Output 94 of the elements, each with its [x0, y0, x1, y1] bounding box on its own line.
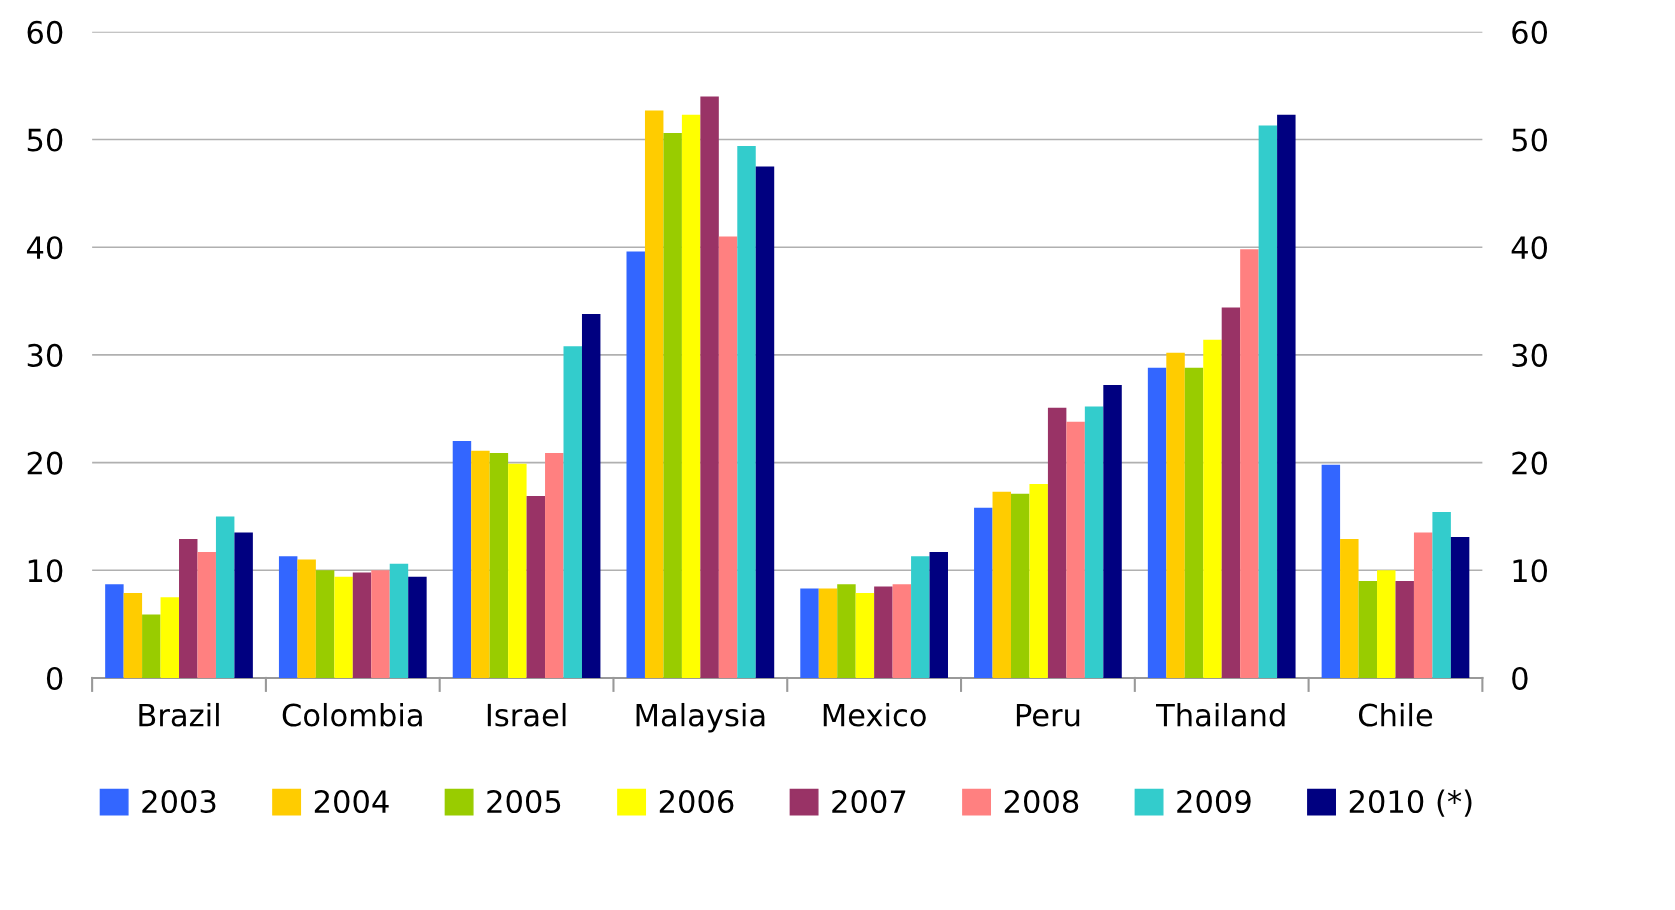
- bar: [408, 576, 427, 678]
- y2-tick-label: 60: [1512, 20, 1548, 44]
- bar: [563, 346, 582, 678]
- y2-tick-label: 0: [1512, 666, 1528, 690]
- bar: [663, 133, 682, 678]
- bar: [700, 96, 719, 678]
- bar: [545, 452, 564, 678]
- x-tick-label: Chile: [1358, 702, 1433, 727]
- bar: [334, 576, 353, 678]
- bar: [855, 592, 875, 678]
- legend-label: 2005: [487, 789, 561, 814]
- y-tick-label: 30: [27, 343, 63, 367]
- y2-tick-label: 50: [1512, 128, 1548, 152]
- bar: [1066, 421, 1085, 678]
- bar: [755, 166, 775, 678]
- bar: [526, 495, 546, 678]
- bar: [1258, 125, 1278, 678]
- x-tick-label: Thailand: [1156, 702, 1285, 727]
- bar: [1221, 307, 1241, 678]
- x-tick-label: Peru: [1016, 703, 1080, 727]
- bar: [874, 586, 893, 678]
- y2-tick-label: 40: [1511, 236, 1548, 260]
- bar: [1240, 249, 1259, 678]
- bar: [626, 251, 645, 678]
- bar: [644, 110, 664, 678]
- y-tick-label: 10: [28, 559, 63, 583]
- y-tick-label: 20: [27, 451, 63, 475]
- x-tick-label: Malaysia: [636, 702, 765, 733]
- y-tick-label: 40: [26, 236, 63, 260]
- y-tick-label: 0: [46, 666, 63, 690]
- bar: [1029, 484, 1048, 678]
- bar: [818, 588, 838, 678]
- bar: [1413, 532, 1433, 678]
- bar: [1377, 570, 1396, 678]
- bar: [215, 516, 235, 678]
- bar: [371, 570, 390, 678]
- bar: [1184, 367, 1204, 678]
- legend-label: 2003: [142, 789, 216, 814]
- bar: [837, 584, 856, 678]
- bar: [471, 450, 490, 678]
- x-tick-label: Mexico: [823, 702, 926, 727]
- y-tick-label: 60: [27, 20, 63, 44]
- bar: [1203, 339, 1222, 678]
- x-tick-label: Israel: [487, 702, 566, 727]
- y2-tick-label: 10: [1513, 559, 1548, 583]
- bar: [489, 452, 509, 678]
- y2-tick-label: 30: [1512, 343, 1548, 367]
- bar: [352, 572, 372, 678]
- bar: [1340, 539, 1359, 678]
- bar: [1321, 464, 1341, 678]
- legend-label: 2006: [659, 789, 734, 814]
- bar: [1166, 352, 1185, 678]
- bar: [911, 556, 930, 678]
- y2-tick-label: 20: [1512, 451, 1548, 475]
- bar: [1103, 385, 1122, 678]
- bar: [105, 584, 124, 678]
- bar: [992, 491, 1011, 678]
- bar: [800, 588, 819, 678]
- bar: [929, 551, 948, 678]
- bar: [681, 114, 701, 678]
- bar: [892, 584, 912, 678]
- bar: [1047, 407, 1067, 678]
- bar: [508, 463, 527, 678]
- bar: [1358, 581, 1378, 678]
- bar: [974, 507, 993, 678]
- bar: [581, 313, 601, 678]
- bar: [737, 145, 756, 678]
- bar: [160, 597, 180, 678]
- bar: [278, 556, 298, 678]
- x-tick-label: Colombia: [282, 702, 422, 727]
- bar: [1277, 114, 1296, 678]
- bar: [1395, 581, 1414, 678]
- bar: [1450, 536, 1470, 678]
- bar: [1084, 406, 1104, 678]
- bar: [297, 559, 316, 678]
- bar: [389, 563, 409, 678]
- legend-label: 2008: [1004, 789, 1079, 814]
- legend-label: 2004: [314, 789, 389, 814]
- bar: [123, 592, 143, 678]
- bar: [197, 551, 216, 678]
- y-tick-label: 50: [27, 128, 63, 152]
- bar: [234, 532, 253, 678]
- bar: [1432, 512, 1451, 678]
- bar: [1147, 367, 1167, 678]
- bar: [1010, 493, 1030, 678]
- bar: [179, 539, 198, 678]
- legend-label: 2010 (*): [1349, 789, 1472, 817]
- legend-label: 2009: [1177, 789, 1251, 814]
- bar: [142, 614, 161, 678]
- bar: [315, 570, 335, 678]
- bar: [718, 236, 738, 678]
- bar: [452, 441, 472, 678]
- x-tick-label: Brazil: [139, 702, 219, 727]
- legend-label: 2007: [832, 789, 906, 814]
